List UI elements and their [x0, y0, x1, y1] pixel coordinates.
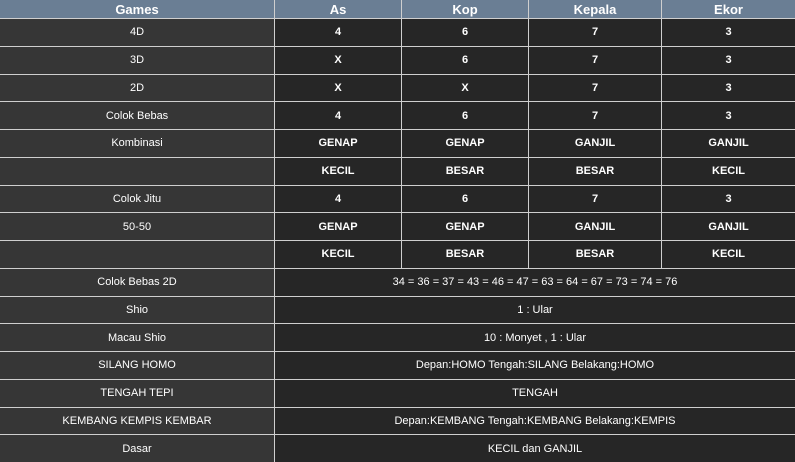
value-cell: BESAR: [529, 241, 661, 268]
row-label: Kombinasi: [0, 130, 274, 157]
row-label: Colok Bebas: [0, 102, 274, 129]
result-cell: Depan:KEMBANG Tengah:KEMBANG Belakang:KE…: [275, 407, 795, 435]
row-label: Colok Bebas 2D: [0, 268, 274, 296]
value-cell: X: [275, 74, 401, 102]
value-cell: 6: [402, 185, 528, 213]
value-cell: KECIL: [275, 157, 401, 185]
result-cell: TENGAH: [275, 379, 795, 407]
result-cell: 1 : Ular: [275, 296, 795, 324]
value-cell: 7: [529, 19, 661, 46]
row-label: Shio: [0, 296, 274, 324]
row-label: Dasar: [0, 435, 274, 462]
value-cell: GANJIL: [529, 213, 661, 240]
value-cell: 7: [529, 46, 661, 74]
value-cell: 7: [529, 185, 661, 213]
result-cell: 10 : Monyet , 1 : Ular: [275, 324, 795, 351]
value-cell: 3: [662, 19, 795, 46]
value-cell: 6: [402, 102, 528, 129]
value-cell: 4: [275, 185, 401, 213]
header-cell: Kepala: [529, 0, 661, 18]
header-cell: Ekor: [662, 0, 795, 18]
result-cell: Depan:HOMO Tengah:SILANG Belakang:HOMO: [275, 352, 795, 379]
value-cell: BESAR: [402, 157, 528, 185]
value-cell: 3: [662, 74, 795, 102]
result-cell: KECIL dan GANJIL: [275, 435, 795, 462]
value-cell: KECIL: [662, 241, 795, 268]
value-cell: GANJIL: [662, 213, 795, 240]
value-cell: 6: [402, 46, 528, 74]
row-label: [0, 241, 274, 268]
row-label: KEMBANG KEMPIS KEMBAR: [0, 407, 274, 435]
value-cell: GENAP: [402, 130, 528, 157]
value-cell: 4: [275, 19, 401, 46]
value-cell: GENAP: [402, 213, 528, 240]
row-label: 3D: [0, 46, 274, 74]
row-label: TENGAH TEPI: [0, 379, 274, 407]
value-cell: GENAP: [275, 213, 401, 240]
row-label: SILANG HOMO: [0, 352, 274, 379]
value-cell: 7: [529, 74, 661, 102]
value-cell: BESAR: [402, 241, 528, 268]
value-cell: BESAR: [529, 157, 661, 185]
value-cell: X: [275, 46, 401, 74]
value-cell: KECIL: [662, 157, 795, 185]
value-cell: GANJIL: [662, 130, 795, 157]
result-cell: 34 = 36 = 37 = 43 = 46 = 47 = 63 = 64 = …: [275, 268, 795, 296]
row-label: 50-50: [0, 213, 274, 240]
value-cell: X: [402, 74, 528, 102]
value-cell: 6: [402, 19, 528, 46]
row-label: Macau Shio: [0, 324, 274, 351]
value-cell: GANJIL: [529, 130, 661, 157]
row-label: Colok Jitu: [0, 185, 274, 213]
value-cell: GENAP: [275, 130, 401, 157]
row-label: 4D: [0, 19, 274, 46]
value-cell: 3: [662, 46, 795, 74]
row-label: 2D: [0, 74, 274, 102]
value-cell: 3: [662, 102, 795, 129]
header-cell: Games: [0, 0, 274, 18]
header-cell: Kop: [402, 0, 528, 18]
value-cell: 4: [275, 102, 401, 129]
value-cell: 7: [529, 102, 661, 129]
row-label: [0, 157, 274, 185]
value-cell: 3: [662, 185, 795, 213]
header-cell: As: [275, 0, 401, 18]
value-cell: KECIL: [275, 241, 401, 268]
